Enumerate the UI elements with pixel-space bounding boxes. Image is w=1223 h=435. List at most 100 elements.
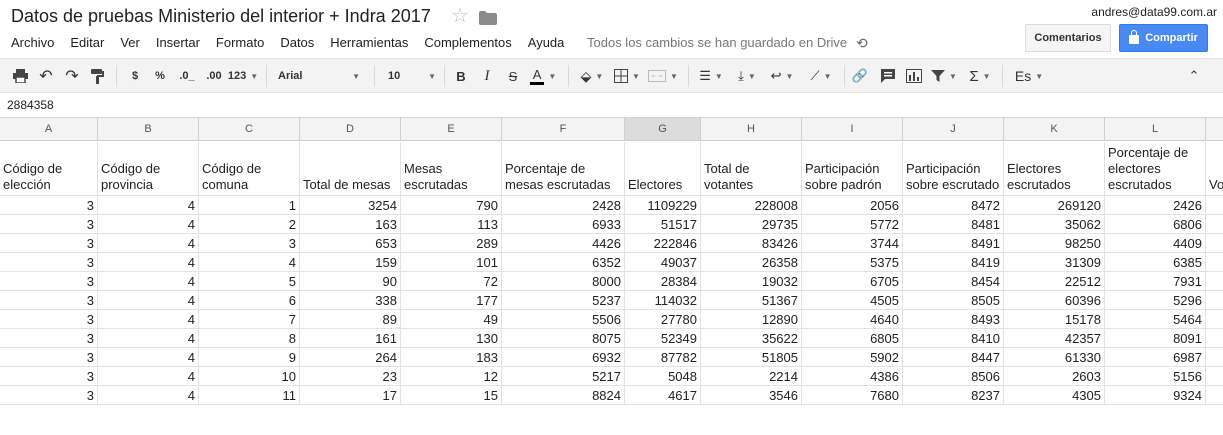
table-cell[interactable]: 3	[0, 310, 98, 329]
table-cell[interactable]: 5237	[502, 291, 625, 310]
table-cell[interactable]: 15178	[1004, 310, 1105, 329]
table-cell[interactable]: 12890	[701, 310, 802, 329]
table-cell[interactable]: 6806	[1105, 215, 1206, 234]
table-cell[interactable]: 2056	[802, 196, 903, 215]
table-cell[interactable]: 183	[401, 348, 502, 367]
table-cell[interactable]: 98250	[1004, 234, 1105, 253]
table-cell[interactable]: 2428	[502, 196, 625, 215]
table-cell[interactable]: 9	[199, 348, 300, 367]
table-cell[interactable]: 8419	[903, 253, 1004, 272]
table-cell[interactable]: 8237	[903, 386, 1004, 405]
table-cell[interactable]: 87782	[625, 348, 701, 367]
font-family-select[interactable]: Arial ▼	[278, 67, 360, 85]
table-cell[interactable]: 23	[300, 367, 401, 386]
table-cell[interactable]: 289	[401, 234, 502, 253]
menu-insertar[interactable]: Insertar	[155, 35, 200, 50]
table-cell[interactable]: 72	[401, 272, 502, 291]
table-cell[interactable]: 4	[98, 329, 199, 348]
header-cell[interactable]: Total de mesas	[300, 142, 401, 196]
table-cell[interactable]: 8824	[502, 386, 625, 405]
table-cell[interactable]: 8491	[903, 234, 1004, 253]
table-cell[interactable]: 11	[199, 386, 300, 405]
table-cell[interactable]: 101	[401, 253, 502, 272]
font-size-select[interactable]: 10 ▼	[388, 67, 436, 85]
table-cell[interactable]: 4	[199, 253, 300, 272]
table-cell[interactable]: 4	[98, 272, 199, 291]
table-cell[interactable]: 15	[401, 386, 502, 405]
paint-format-icon[interactable]	[88, 65, 108, 87]
table-cell[interactable]: 4	[98, 253, 199, 272]
table-cell[interactable]: 3	[0, 386, 98, 405]
table-cell[interactable]: 5296	[1105, 291, 1206, 310]
borders-button[interactable]: ▼	[612, 65, 642, 87]
table-cell[interactable]: 114032	[625, 291, 701, 310]
table-cell[interactable]: 3744	[802, 234, 903, 253]
table-cell[interactable]: 3	[0, 234, 98, 253]
table-cell[interactable]: 29735	[701, 215, 802, 234]
table-cell[interactable]: 1	[199, 196, 300, 215]
header-cell[interactable]: Código de provincia	[98, 142, 199, 196]
table-cell[interactable]	[1206, 291, 1223, 310]
insert-comment-icon[interactable]	[878, 65, 898, 87]
header-cell[interactable]: Participación sobre padrón	[802, 142, 903, 196]
currency-button[interactable]: $	[131, 70, 139, 82]
table-cell[interactable]: 159	[300, 253, 401, 272]
table-cell[interactable]: 4505	[802, 291, 903, 310]
table-cell[interactable]	[1206, 367, 1223, 386]
table-cell[interactable]: 228008	[701, 196, 802, 215]
header-cell[interactable]: Código de comuna	[199, 142, 300, 196]
table-cell[interactable]	[1206, 272, 1223, 291]
table-cell[interactable]: 8410	[903, 329, 1004, 348]
table-cell[interactable]: 27780	[625, 310, 701, 329]
header-cell[interactable]: Vo	[1206, 142, 1223, 196]
table-cell[interactable]: 2603	[1004, 367, 1105, 386]
header-cell[interactable]: Porcentaje de mesas escrutadas	[502, 142, 625, 196]
table-cell[interactable]	[1206, 310, 1223, 329]
insert-chart-icon[interactable]	[904, 65, 924, 87]
table-cell[interactable]: 222846	[625, 234, 701, 253]
share-button[interactable]: Compartir	[1119, 24, 1208, 52]
table-cell[interactable]: 4409	[1105, 234, 1206, 253]
table-cell[interactable]: 4	[98, 367, 199, 386]
table-cell[interactable]: 130	[401, 329, 502, 348]
table-cell[interactable]: 17	[300, 386, 401, 405]
header-cell[interactable]: Mesas escrutadas	[401, 142, 502, 196]
column-header[interactable]: H	[701, 118, 802, 141]
filter-button[interactable]: ▼	[930, 65, 958, 87]
table-cell[interactable]: 51517	[625, 215, 701, 234]
text-wrap-button[interactable]: ↩ ▼	[766, 65, 798, 87]
table-cell[interactable]: 8447	[903, 348, 1004, 367]
table-cell[interactable]: 51367	[701, 291, 802, 310]
menu-herramientas[interactable]: Herramientas	[330, 35, 409, 50]
table-cell[interactable]: 5217	[502, 367, 625, 386]
table-cell[interactable]: 3	[0, 367, 98, 386]
table-cell[interactable]: 4	[98, 348, 199, 367]
table-cell[interactable]: 4	[98, 215, 199, 234]
table-cell[interactable]: 5048	[625, 367, 701, 386]
table-cell[interactable]: 12	[401, 367, 502, 386]
percent-button[interactable]: %	[155, 70, 165, 82]
table-cell[interactable]: 19032	[701, 272, 802, 291]
table-cell[interactable]: 653	[300, 234, 401, 253]
table-cell[interactable]: 3	[199, 234, 300, 253]
table-cell[interactable]	[1206, 215, 1223, 234]
table-cell[interactable]: 4	[98, 386, 199, 405]
table-cell[interactable]	[1206, 386, 1223, 405]
table-cell[interactable]: 3	[0, 329, 98, 348]
table-cell[interactable]: 8454	[903, 272, 1004, 291]
italic-button[interactable]: I	[484, 67, 490, 84]
table-cell[interactable]: 5506	[502, 310, 625, 329]
table-cell[interactable]: 338	[300, 291, 401, 310]
table-cell[interactable]: 3	[0, 272, 98, 291]
comments-button[interactable]: Comentarios	[1025, 24, 1111, 52]
column-header[interactable]: E	[401, 118, 502, 141]
menu-editar[interactable]: Editar	[70, 35, 105, 50]
table-cell[interactable]: 60396	[1004, 291, 1105, 310]
menu-datos[interactable]: Datos	[280, 35, 315, 50]
table-cell[interactable]: 269120	[1004, 196, 1105, 215]
table-cell[interactable]: 113	[401, 215, 502, 234]
table-cell[interactable]: 6	[199, 291, 300, 310]
folder-icon[interactable]	[479, 11, 497, 25]
table-cell[interactable]: 6805	[802, 329, 903, 348]
vertical-align-button[interactable]: ⤓ ▼	[732, 65, 762, 87]
